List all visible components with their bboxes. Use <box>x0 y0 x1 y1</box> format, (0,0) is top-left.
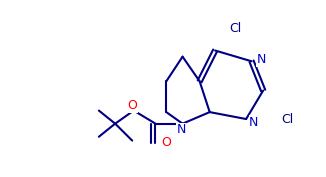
Text: O: O <box>127 99 137 112</box>
Text: Cl: Cl <box>281 113 293 125</box>
Text: O: O <box>161 136 171 149</box>
Text: Cl: Cl <box>229 22 241 35</box>
Text: N: N <box>249 116 259 129</box>
Text: N: N <box>257 53 266 66</box>
Text: N: N <box>176 123 186 136</box>
